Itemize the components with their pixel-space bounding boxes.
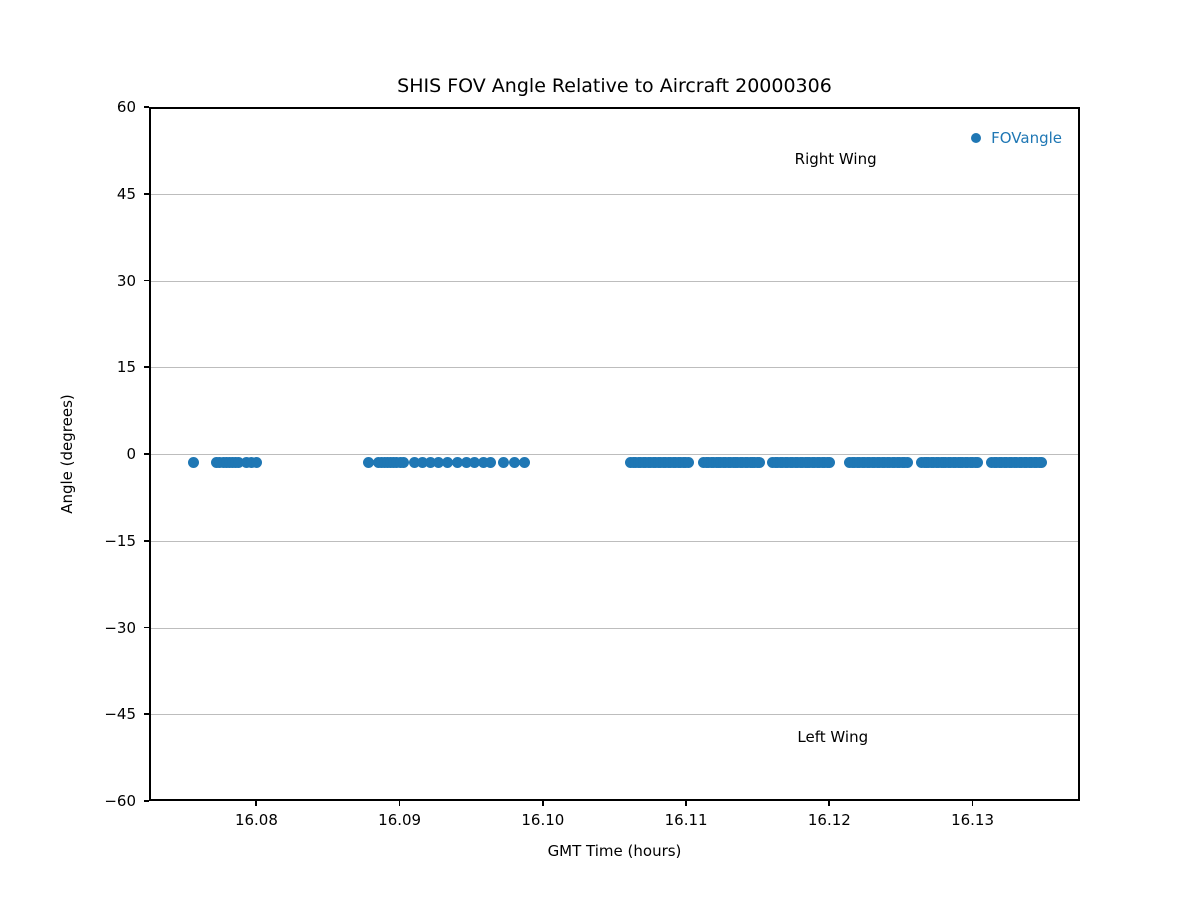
gridline-y-45 [151, 193, 1078, 195]
y-tick-label: −45 [104, 705, 136, 724]
y-tick-label: −60 [104, 792, 136, 810]
x-tick-mark [971, 801, 974, 806]
legend: FOVangle [971, 129, 1062, 147]
data-point [188, 457, 200, 469]
data-point [433, 457, 445, 469]
gridline-y--15 [151, 540, 1078, 542]
data-point [519, 457, 531, 469]
data-point [232, 457, 244, 469]
x-tick-mark [541, 801, 544, 806]
y-tick-label: 30 [116, 271, 136, 290]
data-point [971, 457, 983, 469]
gridline-y-0 [151, 454, 1078, 455]
y-tick-label: −30 [104, 618, 136, 637]
gridline-y--45 [151, 714, 1078, 716]
legend-label: FOVangle [991, 129, 1062, 147]
x-tick-mark [398, 801, 401, 806]
data-point [754, 457, 766, 469]
y-tick-label: −15 [104, 531, 136, 550]
data-point [460, 457, 472, 469]
x-tick-mark [828, 801, 831, 806]
y-tick-label: 0 [126, 445, 136, 463]
plot-area: Right Wing Left Wing FOVangle [149, 107, 1080, 801]
annotation-right-wing: Right Wing [794, 149, 877, 168]
data-point [682, 457, 694, 469]
data-point [901, 457, 913, 469]
x-tick-mark [255, 801, 258, 806]
data-point [409, 457, 421, 469]
x-tick-label: 16.10 [521, 811, 565, 829]
gridline-y--30 [151, 627, 1078, 629]
x-tick-label: 16.13 [951, 811, 995, 829]
x-tick-label: 16.12 [807, 811, 851, 829]
y-tick-label: 45 [116, 184, 136, 203]
chart-title: SHIS FOV Angle Relative to Aircraft 2000… [397, 75, 832, 97]
data-point [1036, 457, 1048, 469]
x-tick-mark [685, 801, 687, 806]
data-point [469, 457, 481, 469]
data-point [425, 457, 437, 469]
y-tick-mark [144, 106, 149, 108]
data-point [417, 457, 429, 469]
y-tick-mark [144, 279, 149, 282]
data-point [441, 457, 453, 469]
data-point [251, 457, 263, 469]
data-point [397, 457, 409, 469]
gridline-y-15 [151, 367, 1078, 369]
gridline-y-30 [151, 280, 1078, 282]
y-tick-mark [144, 366, 149, 369]
data-point [363, 457, 375, 469]
x-tick-label: 16.11 [664, 811, 708, 829]
y-tick-mark [144, 539, 149, 542]
data-point [508, 457, 520, 469]
data-point [824, 457, 836, 469]
legend-marker-icon [971, 133, 982, 143]
y-tick-mark [144, 713, 149, 716]
data-point [452, 457, 463, 469]
data-point [497, 457, 509, 469]
x-tick-label: 16.09 [378, 811, 422, 829]
annotation-left-wing: Left Wing [797, 728, 869, 747]
y-tick-mark [144, 800, 149, 802]
data-point [484, 457, 496, 469]
y-tick-mark [144, 192, 149, 195]
y-tick-mark [144, 453, 149, 455]
x-axis-label: GMT Time (hours) [547, 842, 682, 860]
y-axis-label: Angle (degrees) [58, 394, 76, 514]
y-tick-label: 15 [116, 358, 136, 377]
y-tick-label: 60 [116, 98, 136, 116]
y-tick-mark [144, 626, 149, 629]
x-tick-label: 16.08 [234, 811, 278, 829]
data-point [477, 457, 489, 469]
